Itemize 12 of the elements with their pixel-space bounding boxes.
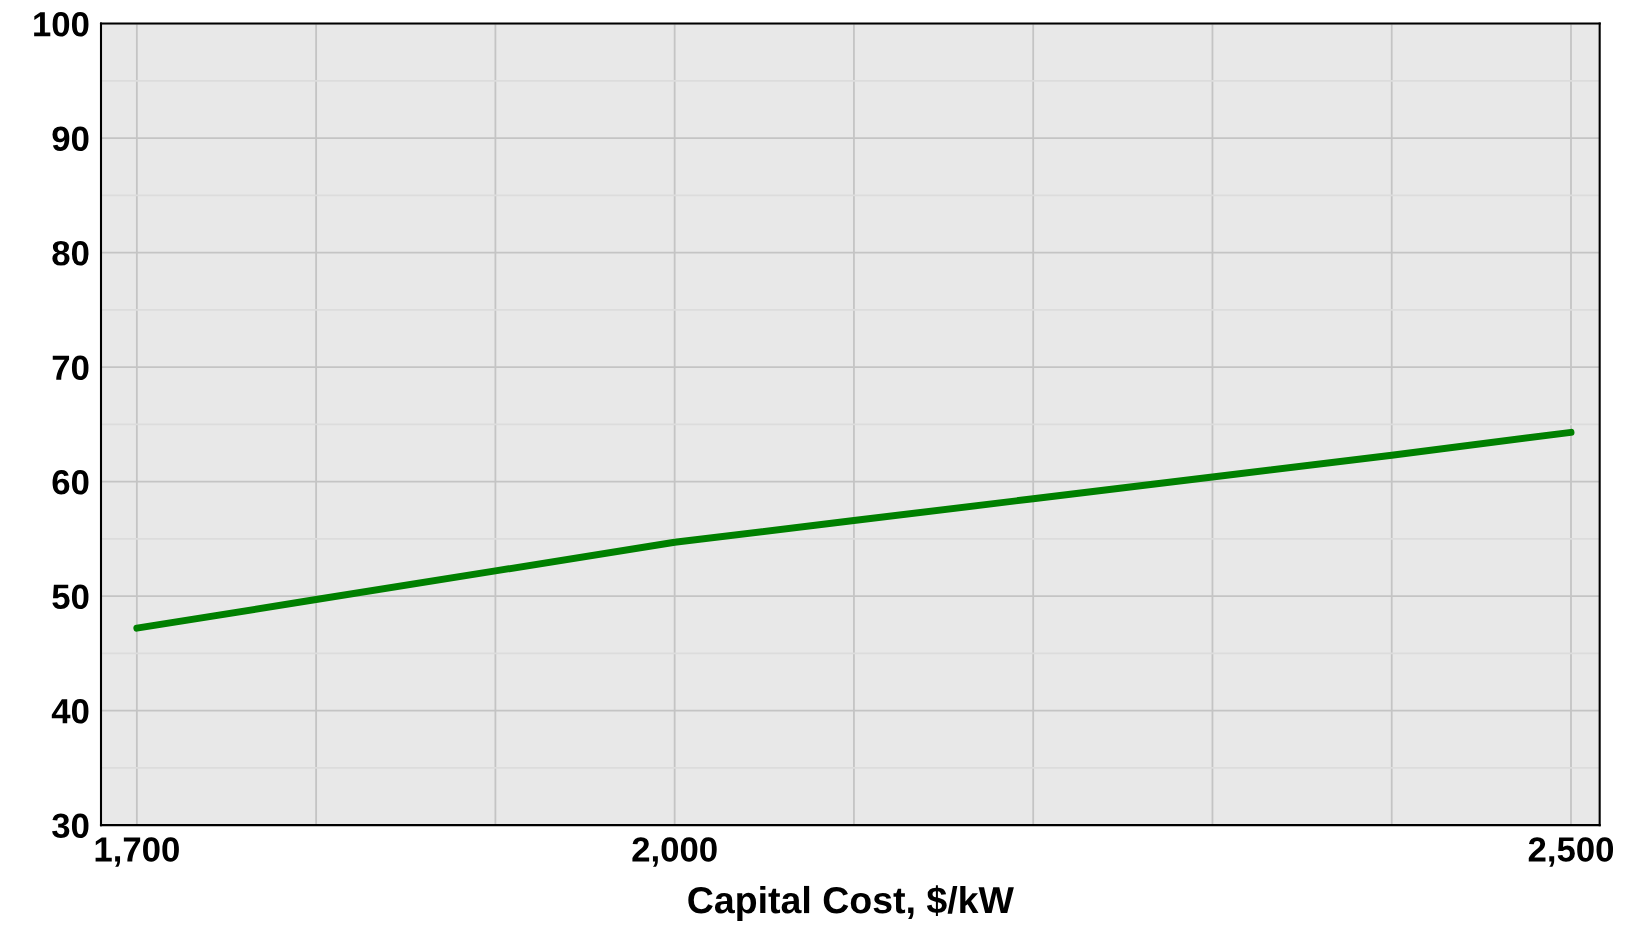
y-tick-label: 100 xyxy=(34,11,89,37)
x-tick-label: 2,000 xyxy=(632,837,717,867)
x-tick-label: 2,500 xyxy=(1528,837,1614,867)
y-tick-label: 70 xyxy=(52,355,89,381)
y-tick-label: 50 xyxy=(52,584,89,610)
y-tick-label: 90 xyxy=(52,126,89,152)
x-tick-label: 1,700 xyxy=(95,837,179,867)
y-tick-label: 30 xyxy=(52,813,89,839)
y-tick-label: 60 xyxy=(52,469,89,495)
x-axis-title: Capital Cost, $/kW xyxy=(688,885,1014,921)
y-tick-label: 80 xyxy=(52,240,89,266)
y-tick-label: 40 xyxy=(51,698,89,724)
